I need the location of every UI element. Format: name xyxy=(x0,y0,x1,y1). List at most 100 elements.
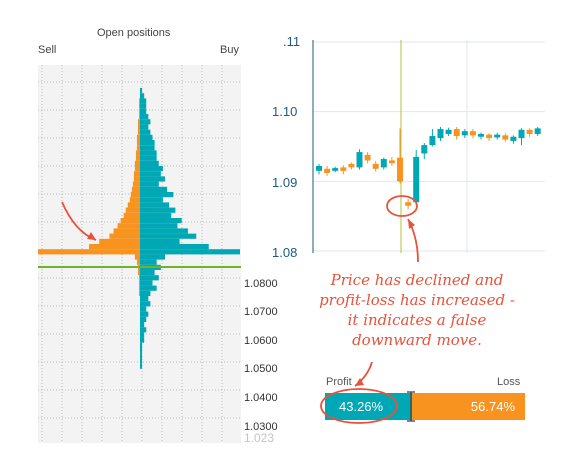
annotation-arrow-left-head xyxy=(87,232,96,240)
buy-bar xyxy=(140,358,143,364)
candle-body xyxy=(437,129,444,139)
sell-bar xyxy=(136,259,140,265)
sell-bar xyxy=(138,114,140,120)
annotation-line: profit-loss has increased - xyxy=(319,291,515,309)
sell-bar xyxy=(138,285,140,291)
sell-bar xyxy=(138,108,140,114)
candle-body xyxy=(421,145,428,154)
buy-bar xyxy=(140,301,151,307)
sell-bar xyxy=(138,280,140,286)
buy-bar xyxy=(140,176,165,182)
buy-bar xyxy=(140,244,209,250)
sell-label: Sell xyxy=(38,44,57,56)
buy-bar xyxy=(140,306,147,312)
buy-bar xyxy=(140,353,143,359)
sell-bar xyxy=(120,218,140,224)
loss-segment xyxy=(411,393,525,420)
candle-body xyxy=(405,202,412,206)
candle-body xyxy=(316,166,322,171)
buy-bar xyxy=(140,134,153,140)
buy-bar xyxy=(140,259,157,265)
loss-percent: 56.74% xyxy=(470,399,515,414)
sell-bar xyxy=(136,140,140,146)
annotation-text: Price has declined and profit-loss has i… xyxy=(292,270,542,350)
candle-body xyxy=(502,135,509,140)
y-tick: 1.10 xyxy=(272,104,298,119)
candle-body xyxy=(445,129,452,134)
buy-bar xyxy=(140,103,147,109)
profit-percent: 43.26% xyxy=(339,399,384,414)
buy-bar xyxy=(140,129,151,135)
sell-bar xyxy=(137,124,140,130)
buy-bar xyxy=(140,296,149,302)
panel-title: Open positions xyxy=(97,27,171,39)
candle-body xyxy=(388,160,395,164)
candle-body xyxy=(397,157,403,182)
highlight-ellipse xyxy=(386,195,418,217)
sell-bar xyxy=(136,145,140,151)
sell-bar xyxy=(135,150,140,156)
buy-bar xyxy=(140,88,143,94)
sell-bar xyxy=(134,160,140,166)
price-tick: 1.0600 xyxy=(244,335,278,347)
buy-bar xyxy=(140,150,157,156)
buy-label: Buy xyxy=(220,44,239,56)
buy-bar xyxy=(140,108,147,114)
y-tick: 1.09 xyxy=(272,175,298,190)
buy-bar xyxy=(140,249,240,255)
candle-body xyxy=(348,163,355,168)
candle-body xyxy=(356,152,363,168)
buy-bar xyxy=(140,212,172,218)
annotation-arrow-up-head xyxy=(408,219,415,229)
sell-bar xyxy=(132,181,140,187)
sell-bar xyxy=(137,119,140,125)
sell-bar xyxy=(137,129,140,135)
candle-body xyxy=(461,131,468,136)
sell-bar xyxy=(135,155,140,161)
buy-bar xyxy=(140,280,153,286)
buy-bar xyxy=(140,290,151,296)
loss-label: Loss xyxy=(497,376,521,388)
buy-bar xyxy=(140,166,163,172)
candles xyxy=(316,126,541,210)
buy-bar xyxy=(140,342,143,348)
candle-body xyxy=(510,136,517,141)
candle-body xyxy=(469,131,476,136)
buy-bar xyxy=(140,332,145,338)
profit-label: Profit xyxy=(326,376,352,388)
candle-body xyxy=(534,128,541,134)
buy-bar xyxy=(140,337,145,343)
sell-bar xyxy=(133,176,140,182)
sell-bar xyxy=(136,134,140,140)
buy-bar xyxy=(140,207,176,213)
sell-bar xyxy=(138,103,140,109)
sell-bar xyxy=(137,270,140,276)
sell-bar xyxy=(129,197,140,203)
buy-bar xyxy=(140,223,178,229)
buy-bar xyxy=(140,348,143,354)
buy-bar xyxy=(140,275,159,281)
sell-bar xyxy=(130,192,140,198)
sell-bar xyxy=(133,171,140,177)
candle-body xyxy=(364,154,371,161)
buy-bar xyxy=(140,155,157,161)
sell-bar xyxy=(99,238,140,244)
sell-bar xyxy=(138,275,140,281)
buy-bar xyxy=(140,218,182,224)
buy-bar xyxy=(140,119,151,125)
candle-body xyxy=(486,134,493,139)
annotation-arrow-down-head xyxy=(355,378,364,386)
buy-bar xyxy=(140,233,197,239)
buy-bar xyxy=(140,238,180,244)
y-tick: .11 xyxy=(283,34,301,49)
buy-bar xyxy=(140,254,165,260)
buy-bar xyxy=(140,270,155,276)
buy-bar xyxy=(140,181,159,187)
buy-bar xyxy=(140,98,147,104)
candle-body xyxy=(324,168,331,173)
price-tick: 1.0700 xyxy=(244,306,278,318)
sell-bar xyxy=(131,186,140,192)
price-tick: 1.0400 xyxy=(244,392,278,404)
buy-bar xyxy=(140,197,163,203)
